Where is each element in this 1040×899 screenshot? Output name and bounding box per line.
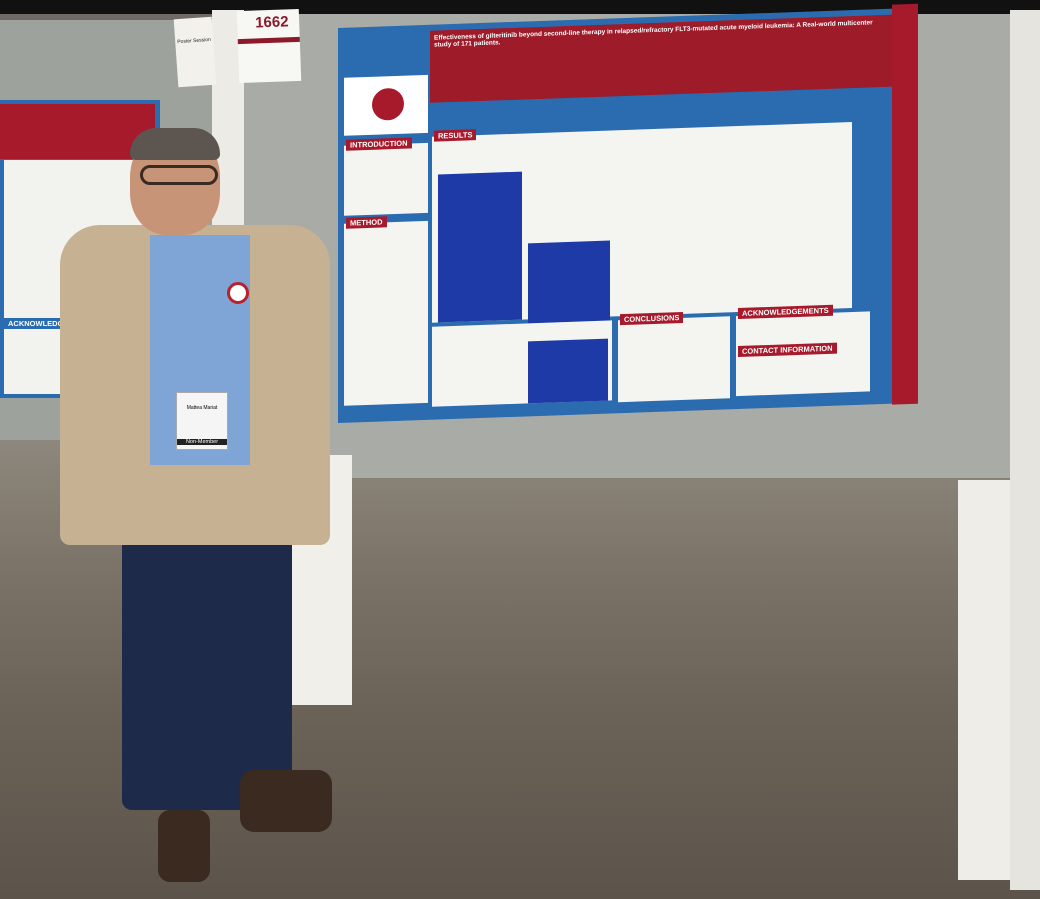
poster-title: Effectiveness of gilteritinib beyond sec… <box>430 14 892 103</box>
logo-mark-icon <box>372 87 404 121</box>
method-panel <box>344 220 428 406</box>
glasses-icon <box>140 165 218 185</box>
shoe <box>240 770 332 832</box>
left-ack-header: ACKNOWLEDGEMENTS <box>4 318 99 329</box>
board-post <box>1010 10 1040 890</box>
board-stand <box>958 480 1020 880</box>
badge-type: Non-Member <box>177 439 227 445</box>
results-table <box>528 240 610 324</box>
session-sign-title: Poster Session <box>177 36 212 46</box>
board-number: 1662 <box>254 13 289 32</box>
poster-sidebar <box>892 3 918 405</box>
results-table <box>528 338 608 404</box>
research-poster: Effectiveness of gilteritinib beyond sec… <box>338 3 918 424</box>
sign-stripe <box>237 36 300 45</box>
results-header: RESULTS <box>434 129 477 142</box>
conclusions-header: CONCLUSIONS <box>620 311 684 326</box>
left-poster-title <box>0 104 155 159</box>
conclusions-panel <box>618 316 730 403</box>
name-badge: Mattea Mariat Non-Member <box>176 392 228 450</box>
intro-header: INTRODUCTION <box>346 137 412 151</box>
results-table <box>438 171 522 323</box>
society-logo <box>344 74 428 136</box>
intro-panel <box>344 142 428 216</box>
badge-name: Mattea Mariat <box>186 405 218 411</box>
session-sign: Poster Session <box>173 16 217 88</box>
lapel-pin-icon <box>227 282 249 304</box>
shoe <box>158 810 210 882</box>
person-hair <box>130 128 220 160</box>
method-header: METHOD <box>346 216 387 229</box>
board-number-sign: 1662 <box>236 8 302 84</box>
